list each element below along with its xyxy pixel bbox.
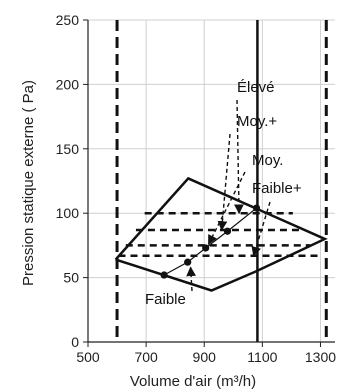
x-tick-label: 500 bbox=[76, 349, 100, 365]
operating-point bbox=[202, 244, 210, 252]
envelope-outline bbox=[114, 176, 328, 292]
x-tick-label: 1100 bbox=[247, 349, 277, 365]
annotation-label: Faible+ bbox=[252, 180, 302, 197]
operating-envelope bbox=[114, 176, 328, 292]
annotations: Élevé Moy.+ Moy. Faible+ Faible bbox=[145, 79, 302, 308]
annotation-label: Moy. bbox=[252, 152, 283, 169]
y-tick-label: 50 bbox=[63, 270, 79, 286]
x-tick-label: 1300 bbox=[305, 349, 336, 365]
y-tick-label: 150 bbox=[56, 141, 80, 157]
y-tick-label: 200 bbox=[56, 76, 80, 92]
annotation-label: Moy.+ bbox=[237, 113, 277, 130]
axes: 500 700 900 1100 1300 0 50 100 150 200 250 bbox=[56, 12, 337, 365]
x-axis-title: Volume d'air (m³/h) bbox=[130, 373, 256, 390]
x-tick-label: 700 bbox=[134, 349, 158, 365]
fan-curves bbox=[118, 211, 321, 257]
x-tick-label: 900 bbox=[193, 349, 217, 365]
annotation-arrow bbox=[217, 133, 231, 231]
annotation-arrow bbox=[234, 99, 244, 215]
annotation-label: Faible bbox=[145, 291, 186, 308]
annotation-label: Élevé bbox=[237, 79, 275, 96]
y-tick-label: 250 bbox=[56, 12, 80, 28]
operating-point bbox=[160, 271, 168, 279]
y-tick-label: 0 bbox=[71, 334, 79, 350]
annotation-arrow bbox=[186, 266, 196, 292]
y-tick-label: 100 bbox=[56, 205, 80, 221]
limit-lines bbox=[115, 20, 328, 342]
operating-point bbox=[223, 227, 232, 235]
y-axis-title: Pression statique externe ( Pa) bbox=[20, 80, 37, 286]
operating-point bbox=[184, 258, 192, 266]
operating-point bbox=[252, 204, 261, 212]
annotation-arrow bbox=[251, 201, 271, 257]
